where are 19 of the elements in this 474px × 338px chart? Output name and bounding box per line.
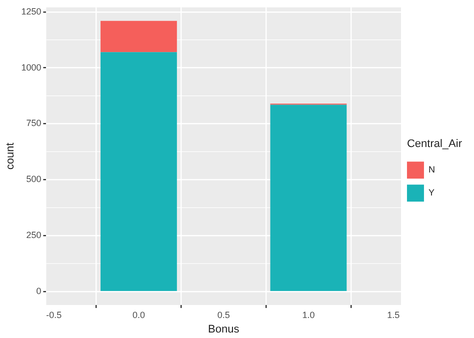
x-axis-title: Bonus <box>208 323 240 336</box>
legend-label: N <box>428 164 435 175</box>
y-axis-title: count <box>4 142 17 170</box>
x-tick-label: 0.5 <box>217 310 230 320</box>
legend-title: Central_Air <box>406 138 462 150</box>
bar <box>100 52 177 291</box>
x-tick-label: 1.5 <box>387 310 400 320</box>
y-tick-label: 500 <box>26 174 42 184</box>
bar <box>100 20 177 52</box>
y-tick-label: 250 <box>26 230 42 240</box>
y-tick-label: 1250 <box>21 6 42 16</box>
legend-label: Y <box>428 188 434 198</box>
x-tick-label: 1.0 <box>302 310 315 320</box>
bar <box>270 104 347 291</box>
y-tick-label: 0 <box>36 286 42 296</box>
y-tick-label: 750 <box>26 118 42 128</box>
x-tick-label: -0.5 <box>46 310 62 320</box>
x-tick-label: 0.0 <box>132 310 145 320</box>
y-tick-label: 1000 <box>21 62 42 72</box>
